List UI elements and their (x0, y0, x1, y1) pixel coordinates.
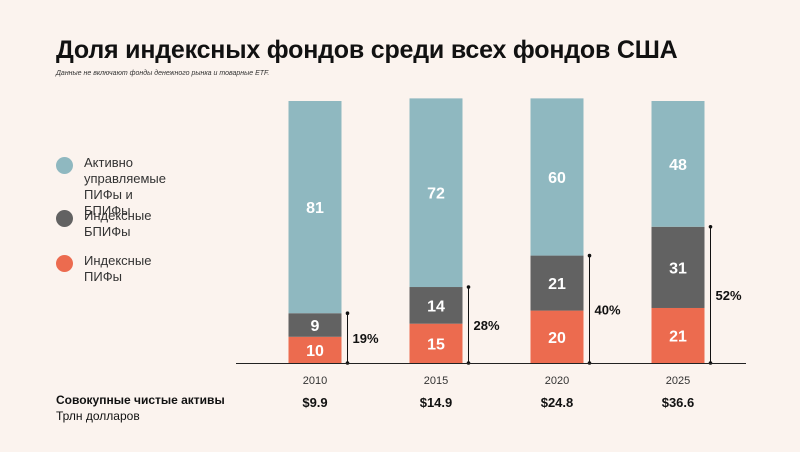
total-net-assets-title: Совокупные чистые активы (56, 393, 225, 407)
legend-swatch-active (56, 157, 73, 174)
bar-value-label-index-mf-2020: 20 (548, 330, 566, 347)
x-tick-label-2010: 2010 (303, 375, 327, 387)
bar-value-label-index-etf-2015: 14 (427, 298, 445, 315)
legend-label-index-mf: Индексные ПИФы (84, 253, 152, 284)
bar-segment-index-mf-2025 (651, 307, 705, 363)
bar-segment-index-etf-2010 (288, 313, 342, 337)
chart-subtitle: Данные не включают фонды денежного рынка… (56, 70, 270, 77)
bar-value-label-index-mf-2025: 21 (669, 328, 687, 345)
legend-label-index-etf: Индексные БПИФы (84, 208, 152, 239)
chart-title: Доля индексных фондов среди всех фондов … (56, 36, 678, 64)
bar-segment-index-mf-2020 (530, 310, 584, 363)
bar-segment-index-etf-2015 (409, 287, 463, 324)
total-net-assets-value-2025: $36.6 (662, 395, 695, 410)
bar-value-label-active-2015: 72 (427, 186, 445, 203)
bar-segment-active-2015 (409, 98, 463, 288)
bar-segment-index-etf-2025 (651, 226, 705, 308)
x-tick-label-2025: 2025 (666, 375, 690, 387)
legend-item-index-etf: Индексные БПИФы (56, 208, 151, 240)
bar-segment-index-etf-2020 (530, 255, 584, 311)
total-net-assets-unit: Трлн долларов (56, 409, 140, 423)
bar-value-label-index-etf-2010: 9 (311, 318, 320, 335)
bar-segment-index-mf-2015 (409, 323, 463, 363)
x-tick-label-2015: 2015 (424, 375, 448, 387)
bar-value-label-active-2010: 81 (306, 200, 324, 217)
total-net-assets-value-2015: $14.9 (420, 395, 453, 410)
bracket-dot-top-2020 (587, 253, 592, 258)
legend-item-index-mf: Индексные ПИФы (56, 253, 151, 285)
total-net-assets-value-2010: $9.9 (302, 395, 327, 410)
bar-segment-active-2025 (651, 101, 705, 227)
bar-value-label-index-mf-2010: 10 (306, 343, 324, 360)
legend-swatch-index-mf (56, 255, 73, 272)
total-net-assets-label: Совокупные чистые активы Трлн долларов (56, 393, 225, 423)
bracket-dot-top-2025 (708, 224, 713, 229)
bar-value-label-active-2020: 60 (548, 170, 566, 187)
bar-value-label-index-etf-2020: 21 (548, 276, 566, 293)
bar-value-label-index-etf-2025: 31 (669, 260, 687, 277)
legend-swatch-index-etf (56, 210, 73, 227)
x-tick-label-2020: 2020 (545, 375, 569, 387)
bar-segment-active-2020 (530, 98, 584, 256)
index-share-label-2020: 40% (595, 302, 621, 317)
total-net-assets-value-2020: $24.8 (541, 395, 574, 410)
legend-item-active: Активно управляемые ПИФы и БПИФы (56, 155, 166, 219)
bracket-dot-top-2010 (345, 311, 350, 316)
index-share-label-2010: 19% (353, 331, 379, 346)
bracket-dot-top-2015 (466, 285, 471, 289)
index-share-label-2015: 28% (474, 318, 500, 333)
bar-value-label-active-2025: 48 (669, 157, 687, 174)
legend-label-active: Активно управляемые ПИФы и БПИФы (84, 155, 166, 218)
bar-value-label-index-mf-2015: 15 (427, 336, 445, 353)
index-share-label-2025: 52% (716, 288, 742, 303)
bar-segment-active-2010 (288, 101, 342, 314)
bar-segment-index-mf-2010 (288, 336, 342, 363)
